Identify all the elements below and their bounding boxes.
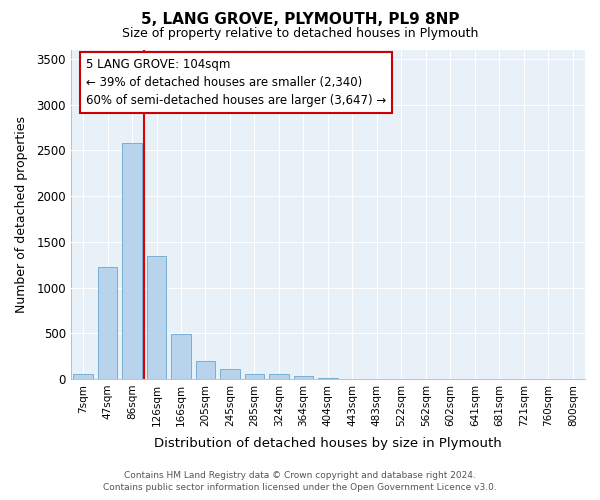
Y-axis label: Number of detached properties: Number of detached properties [15, 116, 28, 313]
Bar [73, 374, 93, 379]
Bar [122, 143, 142, 379]
Bar [220, 369, 240, 379]
Bar [245, 374, 264, 379]
Text: Contains HM Land Registry data © Crown copyright and database right 2024.
Contai: Contains HM Land Registry data © Crown c… [103, 471, 497, 492]
X-axis label: Distribution of detached houses by size in Plymouth: Distribution of detached houses by size … [154, 437, 502, 450]
Text: Size of property relative to detached houses in Plymouth: Size of property relative to detached ho… [122, 28, 478, 40]
Bar [171, 334, 191, 379]
Bar [269, 374, 289, 379]
Bar [293, 376, 313, 379]
Text: 5 LANG GROVE: 104sqm
← 39% of detached houses are smaller (2,340)
60% of semi-de: 5 LANG GROVE: 104sqm ← 39% of detached h… [86, 58, 386, 107]
Bar [147, 256, 166, 379]
Text: 5, LANG GROVE, PLYMOUTH, PL9 8NP: 5, LANG GROVE, PLYMOUTH, PL9 8NP [141, 12, 459, 28]
Bar [196, 360, 215, 379]
Bar [98, 266, 118, 379]
